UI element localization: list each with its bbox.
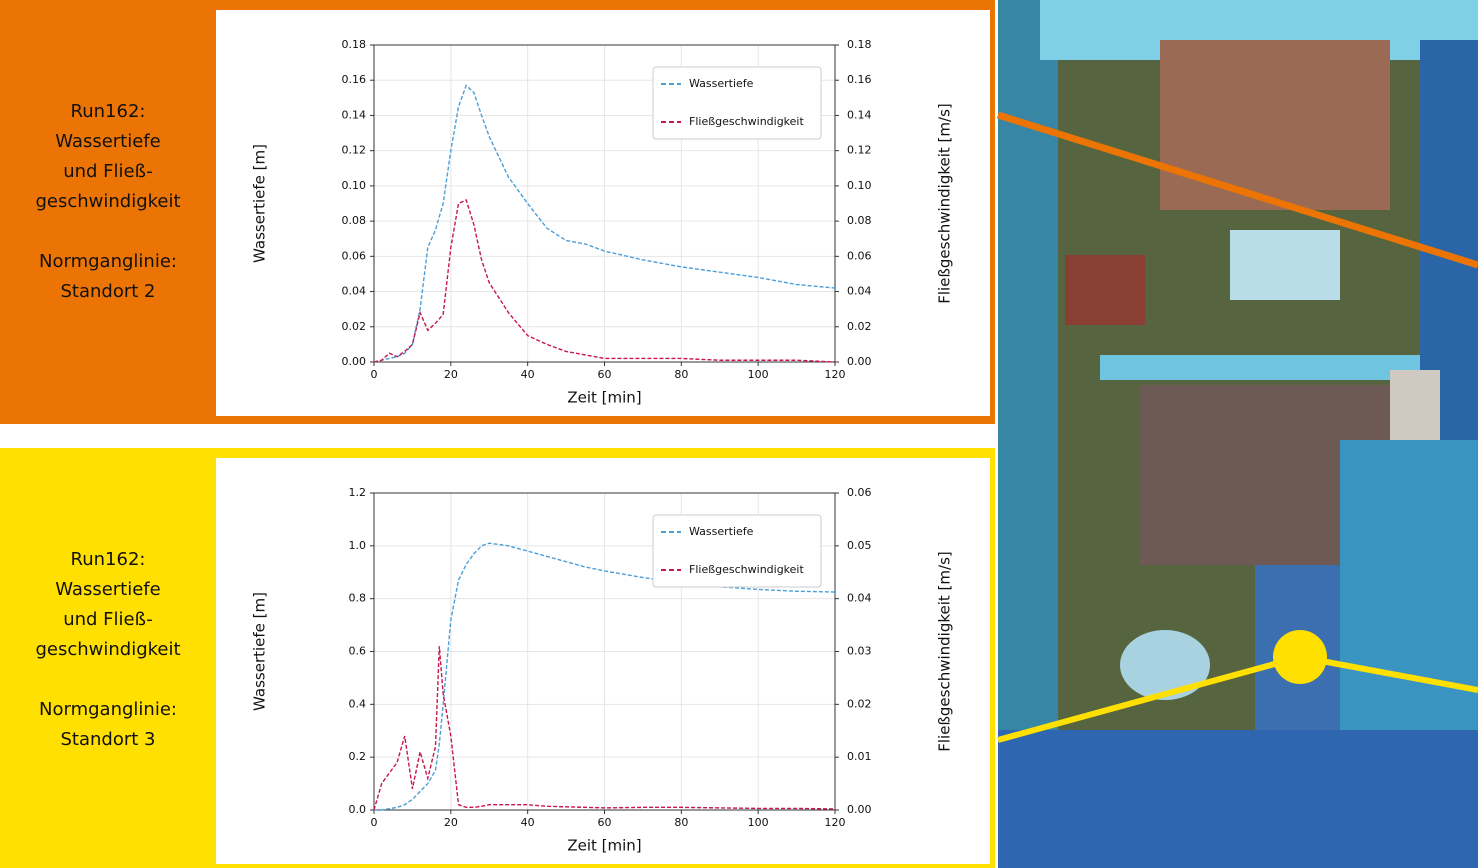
x-tick-label: 80 xyxy=(674,816,688,829)
y2-tick-label: 0.05 xyxy=(847,539,872,552)
legend-label: Wassertiefe xyxy=(689,77,754,90)
y2-tick-label: 0.03 xyxy=(847,645,872,658)
y2-tick-label: 0.18 xyxy=(847,38,872,51)
y-tick-label: 1.0 xyxy=(349,539,367,552)
x-tick-label: 0 xyxy=(371,816,378,829)
y-tick-label: 0.14 xyxy=(342,108,367,121)
panel-subtitle: Normganglinie: xyxy=(39,699,177,720)
panel-title: Wassertiefe xyxy=(55,579,160,600)
y-axis-label: Wassertiefe [m] xyxy=(251,144,269,263)
y2-tick-label: 0.06 xyxy=(847,249,872,262)
y-tick-label: 0.0 xyxy=(349,803,367,816)
x-axis-label: Zeit [min] xyxy=(567,837,641,855)
chart-panel: Run162: Wassertiefe und Fließ-geschwindigk… xyxy=(0,0,995,424)
x-tick-label: 80 xyxy=(674,368,688,381)
y2-tick-label: 0.12 xyxy=(847,144,872,157)
x-tick-label: 0 xyxy=(371,368,378,381)
legend-label: Fließgeschwindigkeit xyxy=(689,115,804,128)
y2-tick-label: 0.00 xyxy=(847,803,872,816)
chart-panel: Run162: Wassertiefe und Fließ-geschwindigk… xyxy=(0,448,995,868)
y2-tick-label: 0.06 xyxy=(847,486,872,499)
plot-background xyxy=(216,10,990,416)
y2-axis-label: Fließgeschwindigkeit [m/s] xyxy=(936,103,954,304)
page: Run162: Wassertiefe und Fließ-geschwindigk… xyxy=(0,0,1478,868)
map xyxy=(998,0,1478,868)
legend-label: Wassertiefe xyxy=(689,525,754,538)
y-tick-label: 0.6 xyxy=(349,645,367,658)
panel-title: und Fließ- xyxy=(63,609,153,630)
y-tick-label: 0.4 xyxy=(349,697,367,710)
y2-tick-label: 0.02 xyxy=(847,320,872,333)
plot-background xyxy=(216,458,990,864)
x-tick-label: 100 xyxy=(748,816,769,829)
y-axis-label: Wassertiefe [m] xyxy=(251,592,269,711)
y-tick-label: 0.18 xyxy=(342,38,367,51)
x-tick-label: 60 xyxy=(598,368,612,381)
y2-tick-label: 0.04 xyxy=(847,285,872,298)
y2-tick-label: 0.16 xyxy=(847,73,872,86)
panel-title: Run162: xyxy=(71,101,146,122)
y-tick-label: 0.16 xyxy=(342,73,367,86)
y2-axis-label: Fließgeschwindigkeit [m/s] xyxy=(936,551,954,752)
x-tick-label: 40 xyxy=(521,368,535,381)
y-tick-label: 1.2 xyxy=(349,486,367,499)
y-tick-label: 0.08 xyxy=(342,214,367,227)
x-tick-label: 120 xyxy=(825,368,846,381)
panel-title: Run162: xyxy=(71,549,146,570)
panel-subtitle: Standort 2 xyxy=(61,281,156,302)
legend-label: Fließgeschwindigkeit xyxy=(689,563,804,576)
panel-title: geschwindigkeit xyxy=(35,639,180,660)
panel-title: und Fließ- xyxy=(63,161,153,182)
x-tick-label: 40 xyxy=(521,816,535,829)
panel-subtitle: Standort 3 xyxy=(61,729,156,750)
x-tick-label: 60 xyxy=(598,816,612,829)
y-tick-label: 0.12 xyxy=(342,144,367,157)
panel-title: geschwindigkeit xyxy=(35,191,180,212)
panel-subtitle: Normganglinie: xyxy=(39,251,177,272)
y2-tick-label: 0.02 xyxy=(847,697,872,710)
y-tick-label: 0.06 xyxy=(342,249,367,262)
y2-tick-label: 0.10 xyxy=(847,179,872,192)
y2-tick-label: 0.01 xyxy=(847,750,872,763)
y-tick-label: 0.04 xyxy=(342,285,367,298)
y2-tick-label: 0.14 xyxy=(847,108,872,121)
y-tick-label: 0.2 xyxy=(349,750,367,763)
y-tick-label: 0.8 xyxy=(349,592,367,605)
y-tick-label: 0.10 xyxy=(342,179,367,192)
x-tick-label: 120 xyxy=(825,816,846,829)
panel-title: Wassertiefe xyxy=(55,131,160,152)
y2-tick-label: 0.00 xyxy=(847,355,872,368)
y2-tick-label: 0.04 xyxy=(847,592,872,605)
y-tick-label: 0.00 xyxy=(342,355,367,368)
y2-tick-label: 0.08 xyxy=(847,214,872,227)
x-tick-label: 20 xyxy=(444,816,458,829)
x-tick-label: 20 xyxy=(444,368,458,381)
y-tick-label: 0.02 xyxy=(342,320,367,333)
x-axis-label: Zeit [min] xyxy=(567,389,641,407)
x-tick-label: 100 xyxy=(748,368,769,381)
